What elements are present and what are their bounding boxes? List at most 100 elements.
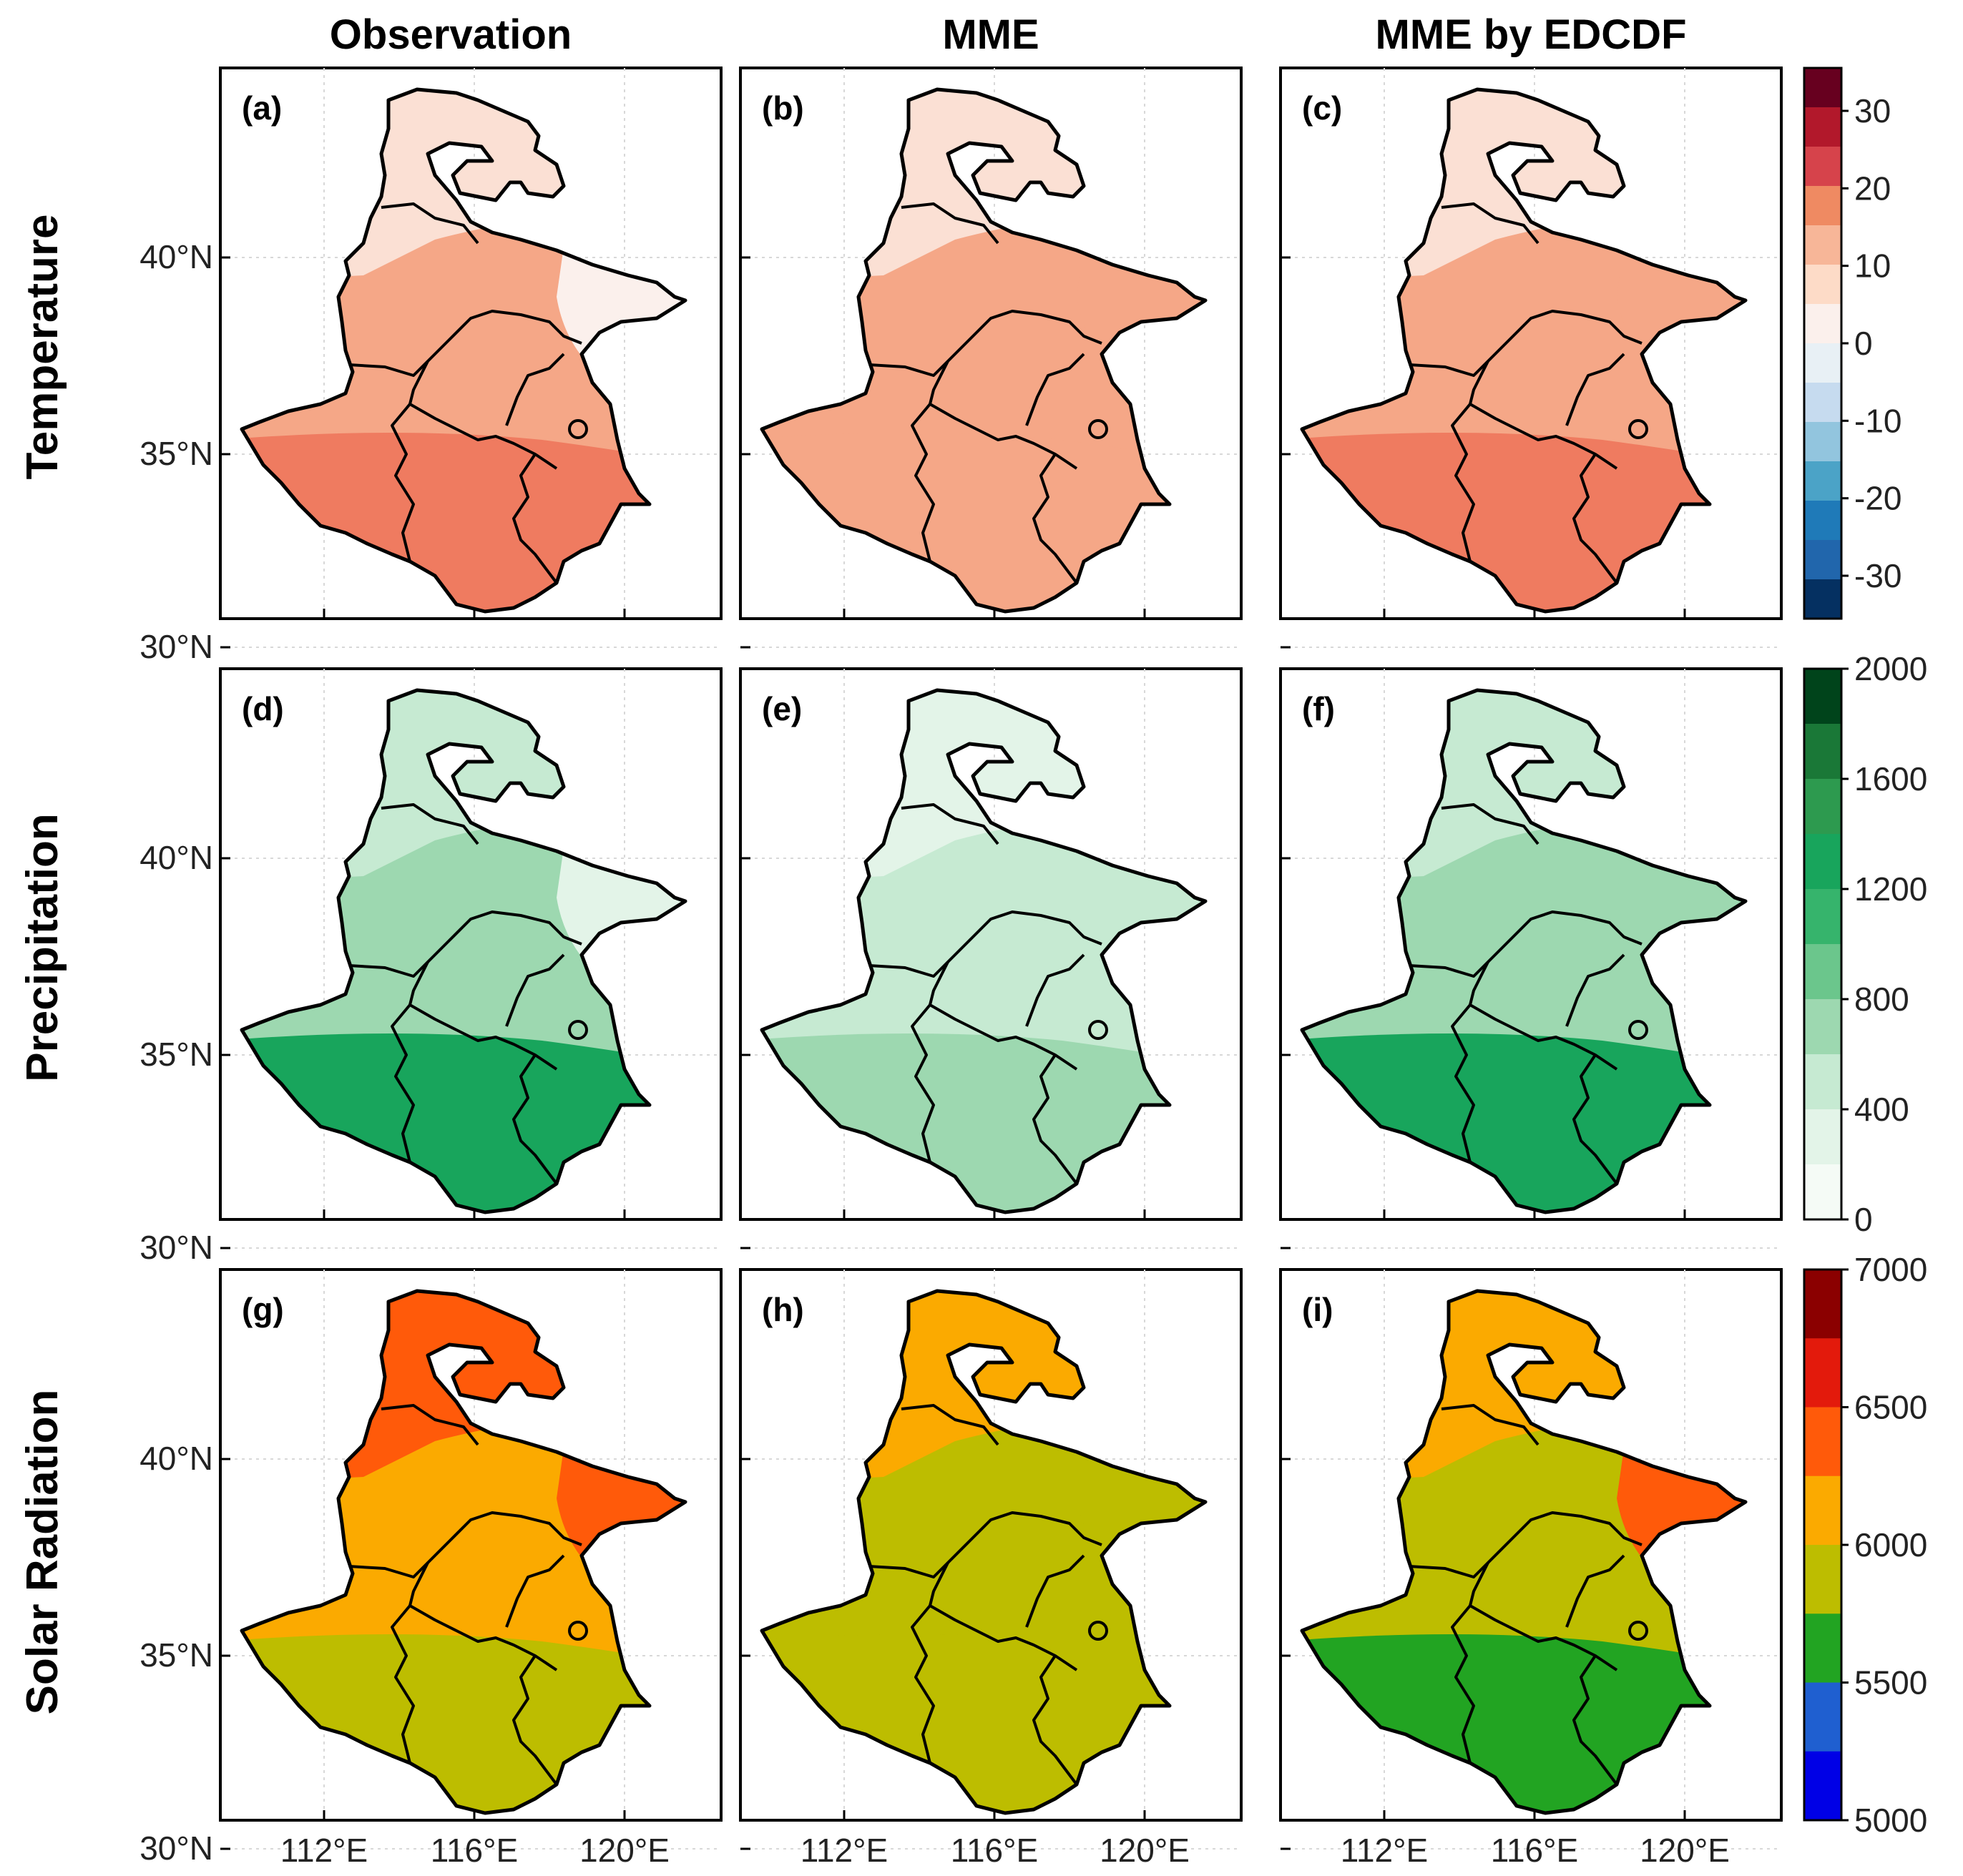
panel-label-2: (c): [1302, 89, 1342, 127]
colorbar-label: 5500: [1854, 1664, 1927, 1701]
column-title-mme: MME: [942, 11, 1039, 58]
colorbar-segment: [1804, 422, 1841, 462]
lat-tick-label: 30°N: [139, 628, 213, 665]
map-panel-8: (i): [1279, 1268, 1783, 1850]
colorbar-label: 6500: [1854, 1389, 1927, 1426]
colorbar-segment: [1804, 147, 1841, 187]
colorbar-segment: [1804, 579, 1841, 619]
panel-label-0: (a): [242, 89, 282, 127]
lon-tick-label: 116°E: [951, 1832, 1038, 1869]
row-title-temperature: Temperature: [18, 215, 67, 480]
colorbar-segment: [1804, 461, 1841, 501]
colorbar-segment: [1804, 999, 1841, 1055]
colorbar-segment: [1804, 304, 1841, 344]
colorbar-1: 2000 1600 1200 800 400 0: [1803, 650, 1927, 1238]
colorbar-label: 5000: [1854, 1802, 1927, 1839]
lon-tick-label: 120°E: [579, 1832, 670, 1869]
colorbar-segment: [1804, 383, 1841, 423]
colorbar-segment: [1804, 186, 1841, 226]
map-panel-2: (c): [1279, 67, 1783, 649]
lat-tick-label: 35°N: [139, 1636, 213, 1674]
lon-tick-label: 116°E: [431, 1832, 518, 1869]
lon-tick-label: 112°E: [280, 1832, 368, 1869]
colorbar-label: 0: [1854, 1201, 1873, 1238]
map-panel-0: (a): [219, 67, 723, 649]
colorbar-label: 800: [1854, 981, 1909, 1018]
map-panel-7: (h): [739, 1268, 1243, 1850]
colorbar-label: 7000: [1854, 1251, 1927, 1288]
panel-label-5: (f): [1302, 690, 1335, 727]
column-title-mme-by-edcdf: MME by EDCDF: [1376, 11, 1687, 58]
map-panel-3: (d): [219, 667, 723, 1249]
row-title-precipitation: Precipitation: [18, 813, 67, 1082]
latitude-ticks: 40°N 35°N 30°N 40°N 35°N 30°N 40°N 35°N 30°N: [139, 238, 213, 1867]
colorbar-segment: [1804, 1545, 1841, 1614]
colorbar-label: 1200: [1854, 870, 1927, 908]
colorbar-segment: [1804, 501, 1841, 541]
colorbar-segment: [1804, 1475, 1841, 1546]
colorbar-0: 30 20 10 0 -10 -20 -30: [1803, 67, 1901, 620]
lat-tick-label: 35°N: [139, 1036, 213, 1073]
column-title-observation: Observation: [330, 11, 572, 58]
colorbar-segment: [1804, 944, 1841, 1000]
colorbar-segment: [1804, 779, 1841, 835]
lat-tick-label: 40°N: [139, 238, 213, 275]
colorbar-segment: [1804, 1270, 1841, 1339]
colorbar-frame: [1803, 667, 1843, 1221]
colorbar-2: 7000 6500 6000 5500 5000: [1803, 1251, 1927, 1839]
colorbar-segment: [1804, 107, 1841, 147]
colorbar-label: 30: [1854, 92, 1891, 129]
colorbar-segment: [1804, 1614, 1841, 1683]
colorbar-label: 400: [1854, 1091, 1909, 1128]
lat-tick-label: 40°N: [139, 839, 213, 876]
colorbar-segment: [1804, 1164, 1841, 1220]
lat-tick-label: 30°N: [139, 1830, 213, 1867]
colorbar-segment: [1804, 1751, 1841, 1821]
lat-tick-label: 30°N: [139, 1229, 213, 1266]
lon-tick-label: 112°E: [801, 1832, 888, 1869]
colorbar-segment: [1804, 1682, 1841, 1752]
panel-label-7: (h): [762, 1291, 804, 1328]
map-panel-5: (f): [1279, 667, 1783, 1249]
colorbar-segment: [1804, 540, 1841, 580]
colorbar-label: 20: [1854, 170, 1891, 207]
panel-label-3: (d): [242, 690, 284, 727]
row-title-solar-radiation: Solar Radiation: [18, 1390, 67, 1715]
colorbar-segment: [1804, 889, 1841, 945]
colorbar-segment: [1804, 1407, 1841, 1477]
map-panel-6: (g): [219, 1268, 723, 1850]
lon-tick-label: 116°E: [1491, 1832, 1578, 1869]
colorbar-label: -10: [1854, 402, 1901, 439]
panel-label-1: (b): [762, 89, 804, 127]
colorbar-segment: [1804, 225, 1841, 265]
colorbars: 30 20 10 0 -10 -20 -30 2000 1600 1200 800 400 0 7000 6…: [1803, 67, 1927, 1839]
colorbar-label: 6000: [1854, 1526, 1927, 1563]
colorbar-label: 10: [1854, 247, 1891, 285]
panel-label-6: (g): [242, 1291, 284, 1328]
colorbar-segment: [1804, 1109, 1841, 1165]
lat-tick-label: 40°N: [139, 1440, 213, 1477]
map-panel-4: (e): [739, 667, 1243, 1249]
lon-tick-label: 120°E: [1100, 1832, 1190, 1869]
panel-label-4: (e): [762, 690, 802, 727]
lon-tick-label: 120°E: [1640, 1832, 1730, 1869]
colorbar-label: -20: [1854, 480, 1901, 517]
map-panel-1: (b): [739, 67, 1243, 649]
panel-label-8: (i): [1302, 1291, 1333, 1328]
colorbar-segment: [1804, 1338, 1841, 1408]
colorbar-label: -30: [1854, 557, 1901, 594]
colorbar-segment: [1804, 834, 1841, 890]
colorbar-segment: [1804, 724, 1841, 780]
colorbar-segment: [1804, 265, 1841, 305]
colorbar-segment: [1804, 669, 1841, 725]
colorbar-segment: [1804, 68, 1841, 108]
colorbar-label: 0: [1854, 325, 1873, 362]
lat-tick-label: 35°N: [139, 435, 213, 472]
colorbar-label: 1600: [1854, 760, 1927, 797]
colorbar-label: 2000: [1854, 650, 1927, 687]
map-panels: (a) (b) (c) (d) (e) (f) (g) (h) (i): [219, 67, 1783, 1850]
colorbar-segment: [1804, 1054, 1841, 1110]
colorbar-segment: [1804, 343, 1841, 383]
longitude-ticks: 112°E 116°E 120°E 112°E 116°E 120°E 112°E 116°E…: [280, 1832, 1730, 1869]
